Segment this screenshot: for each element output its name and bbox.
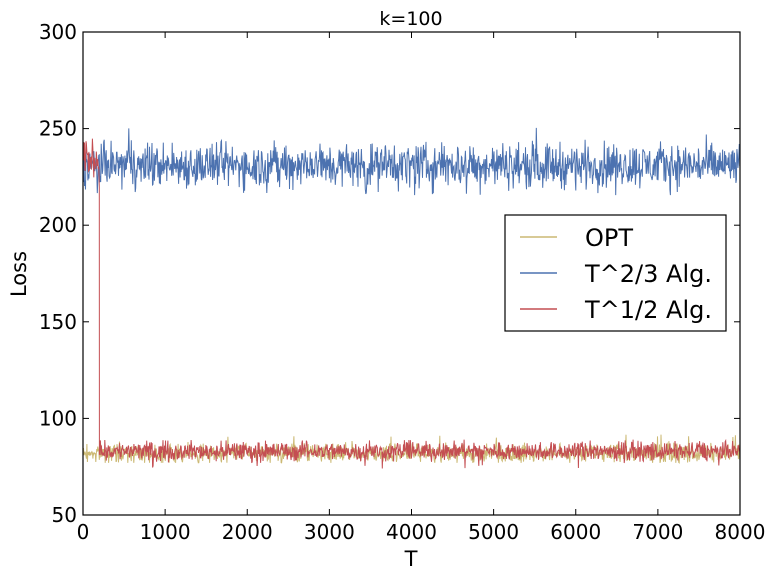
- x-tick-label: 1000: [140, 520, 191, 544]
- y-tick-label: 200: [39, 213, 77, 237]
- legend: OPT T^2/3 Alg. T^1/2 Alg.: [504, 214, 727, 332]
- x-tick-label: 3000: [304, 520, 355, 544]
- x-tick-label: 4000: [386, 520, 437, 544]
- y-tick-label: 300: [39, 20, 77, 44]
- y-tick-label: 150: [39, 310, 77, 334]
- x-tick-label: 5000: [468, 520, 519, 544]
- legend-label: OPT: [585, 224, 633, 252]
- y-tick-label: 100: [39, 406, 77, 430]
- series-t12-line: [82, 138, 741, 469]
- y-axis-ticks: 50 100 150 200 250 300: [39, 20, 740, 527]
- x-tick-label: 8000: [715, 520, 766, 544]
- x-tick-label: 6000: [550, 520, 601, 544]
- chart-title: k=100: [379, 8, 442, 30]
- y-axis-label: Loss: [7, 251, 31, 297]
- x-axis-label: T: [404, 547, 418, 571]
- legend-label: T^2/3 Alg.: [584, 260, 712, 288]
- series-t23-line: [82, 127, 741, 196]
- x-tick-label: 0: [77, 520, 90, 544]
- y-tick-label: 50: [52, 503, 77, 527]
- x-tick-label: 7000: [632, 520, 683, 544]
- legend-label: T^1/2 Alg.: [584, 296, 712, 324]
- y-tick-label: 250: [39, 117, 77, 141]
- plot-series: [82, 127, 741, 469]
- x-tick-label: 2000: [222, 520, 273, 544]
- x-axis-ticks: 0 1000 2000 3000 4000 5000 6000 7000 8000: [77, 32, 766, 544]
